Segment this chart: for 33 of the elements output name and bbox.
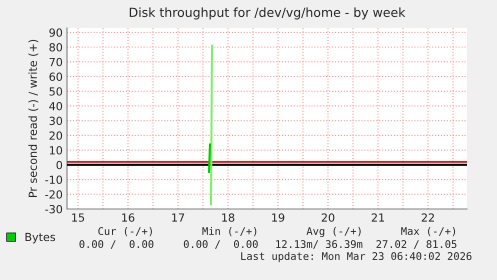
y-tick-label: 20	[50, 131, 62, 140]
text: Min (-/+)	[202, 226, 256, 236]
y-tick-label: -20	[45, 190, 62, 199]
y-tick-label: 60	[49, 72, 62, 81]
x-tick-label: 21	[372, 213, 384, 222]
y-tick-label: -10	[45, 176, 62, 184]
text: Max (-/+)	[401, 227, 456, 236]
x-tick-label: 17	[172, 214, 184, 222]
chart-title: Disk throughput for /dev/vg/home - by week	[130, 7, 406, 20]
y-tick-label: 40	[49, 102, 62, 110]
text: Last update: Mon Mar 23 06:40:02 2026	[241, 252, 472, 262]
text: 0.00 / 0.00	[79, 240, 154, 249]
text: Cur (-/+)	[98, 227, 152, 236]
y-axis-title: Pr second read (-) / write (+)	[28, 40, 38, 198]
y-tick-label: 90	[49, 28, 62, 37]
text: Avg (-/+)	[306, 226, 361, 238]
x-tick-label: 20	[322, 213, 334, 222]
y-tick-label: 80	[49, 43, 62, 52]
x-tick-label: 15	[72, 214, 84, 222]
x-tick-label: 22	[422, 213, 434, 222]
y-tick-label: 70	[50, 58, 62, 66]
y-tick-label: 0	[56, 160, 62, 170]
y-tick-label: 10	[50, 146, 62, 155]
y-tick-label: -30	[45, 204, 62, 214]
x-tick-label: 19	[272, 213, 284, 222]
y-tick-label: 30	[50, 116, 62, 126]
x-tick-label: 16	[122, 213, 134, 222]
text: 27.02 / 81.05	[376, 240, 456, 249]
legend-label: Bytes	[26, 232, 56, 244]
text: 0.00 / 0.00	[184, 240, 258, 249]
text: 12.13m/ 36.39m	[276, 240, 362, 249]
x-tick-label: 18	[222, 213, 234, 222]
y-tick-label: 50	[50, 87, 62, 96]
